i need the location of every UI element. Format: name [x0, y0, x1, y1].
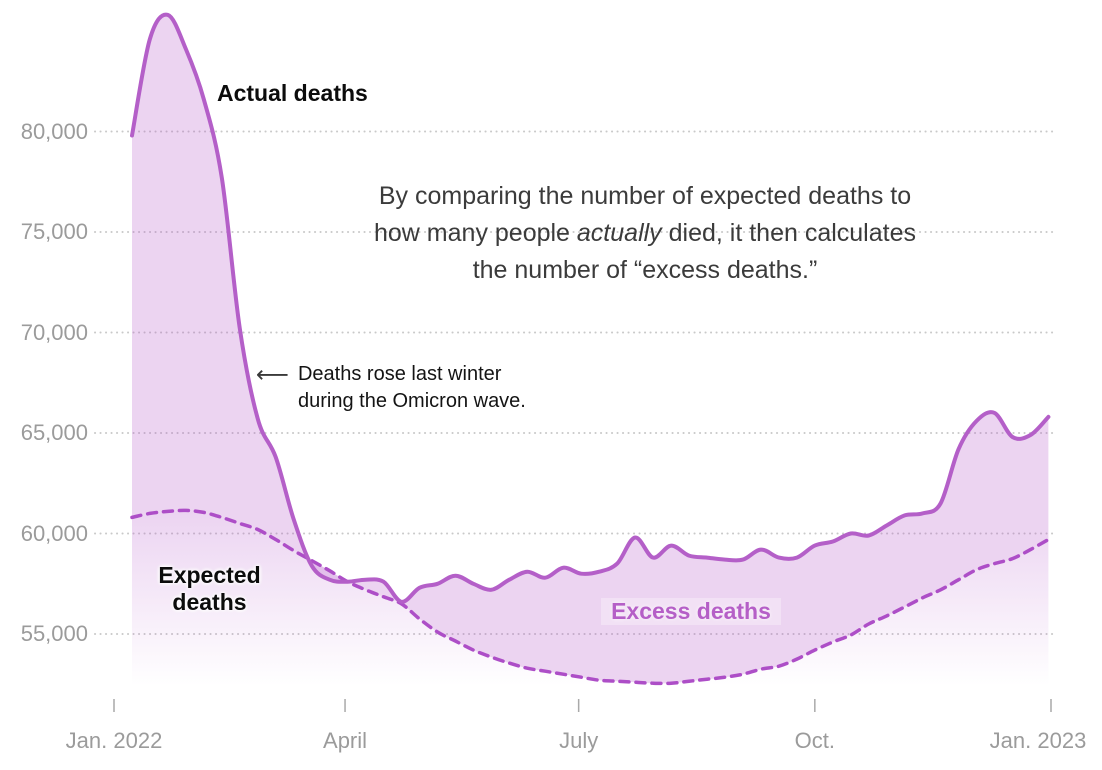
y-axis-label: 65,000	[20, 420, 88, 445]
explainer-text: By comparing the number of expected deat…	[300, 178, 990, 289]
x-axis-label: April	[323, 728, 368, 753]
y-axis-label: 70,000	[20, 319, 88, 345]
actual-deaths-label: Actual deaths	[217, 80, 368, 106]
explainer-line-2: how many people actually died, it then c…	[374, 219, 916, 247]
actual-deaths-line	[130, 12, 1051, 604]
explainer-italic-word: actually	[576, 219, 662, 247]
x-axis-label: Jan. 2022	[65, 728, 163, 753]
excess-deaths-label: Excess deaths	[601, 598, 781, 625]
x-axis-label: Jan. 2023	[989, 728, 1087, 753]
x-axis-label: July	[559, 728, 599, 753]
left-arrow-icon: ⟵	[256, 361, 289, 387]
explainer-line-1: By comparing the number of expected deat…	[378, 182, 912, 210]
explainer-line-3: the number of “excess deaths.”	[472, 256, 818, 284]
y-axis-label: 75,000	[20, 219, 88, 244]
expected-deaths-label: Expected deaths	[158, 562, 261, 615]
x-axis-label: Oct.	[794, 728, 835, 753]
y-axis-label: 55,000	[20, 621, 88, 646]
omicron-callout: ⟵ Deaths rose last winter during the Omi…	[256, 361, 526, 415]
y-axis-label: 60,000	[20, 520, 88, 546]
omicron-callout-text: Deaths rose last winter during the Omicr…	[297, 363, 526, 412]
under-expected-fill	[131, 510, 1049, 706]
expected-deaths-line	[130, 508, 1051, 686]
y-axis-label: 80,000	[20, 118, 88, 144]
